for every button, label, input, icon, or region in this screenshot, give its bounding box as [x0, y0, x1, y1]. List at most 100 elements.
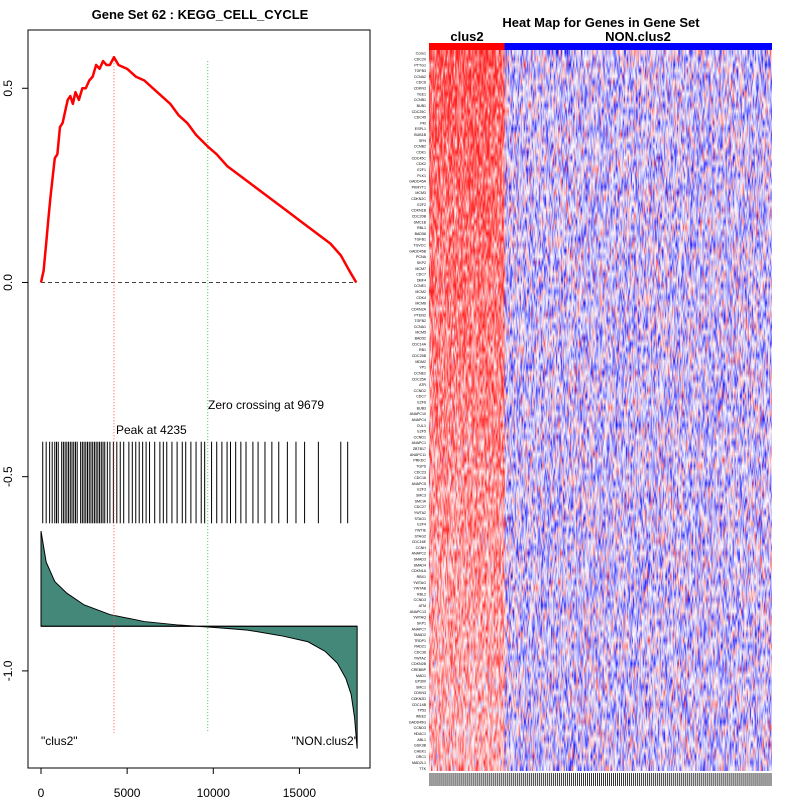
heatmap-row-label: CDC45C	[412, 156, 427, 160]
heatmap-row-label: MCM2	[415, 290, 426, 294]
heatmap-row-label: PLK1	[417, 174, 426, 178]
heatmap-row-label: TTK	[419, 767, 426, 771]
heatmap-row-label: BAD56	[415, 232, 426, 236]
heatmap-row-label: MCM5	[415, 331, 426, 335]
enrichment-plot: Gene Set 62 : KEGG_CELL_CYCLE 0 5000 10000…	[1, 7, 371, 800]
heatmap-row-label: CUL1	[417, 424, 426, 428]
heatmap-row-label: TRDP1	[414, 639, 426, 643]
group-color-bar	[429, 43, 772, 50]
heatmap-row-label: PCNA	[416, 255, 427, 259]
heatmap-row-label: EP300	[415, 680, 426, 684]
heatmap-row-label: STAG2	[414, 534, 426, 538]
heatmap-row-label: TGFB3	[414, 69, 426, 73]
heatmap-row-label: YWTAQ	[413, 616, 426, 620]
heatmap-row-label: ZBTB17	[413, 447, 426, 451]
heatmap-row-label: CCNA2	[414, 75, 426, 79]
heatmap-row-label: E2F3	[417, 488, 426, 492]
heatmap-row-label: GADD45A	[409, 180, 426, 184]
heatmap-row-label: CDC25B	[412, 354, 427, 358]
group-bar-clus2	[429, 43, 505, 50]
heatmap-row-label: SMCIA	[415, 499, 427, 503]
gene-hit-ticks	[42, 441, 349, 524]
heatmap-row-label: CDC45	[414, 116, 426, 120]
heatmap-row-label: CDKN2A	[411, 307, 426, 311]
heatmap-row-label: TGFB1	[414, 238, 426, 242]
heatmap-row-label: CDC14B	[412, 703, 427, 707]
heatmap-row-labels: Ccne1CDC20PTTG1TGFB3CCNA2CDC6CDKN3YEE1CC…	[409, 52, 427, 771]
enrichment-plot-title: Gene Set 62 : KEGG_CELL_CYCLE	[92, 7, 309, 22]
heatmap-panel: Heat Map for Genes in Gene Set clus2 NON…	[409, 15, 772, 786]
heatmap-row-label: CCNA1	[414, 325, 426, 329]
zero-crossing-label: Zero crossing at 9679	[208, 398, 324, 412]
running-es-curve	[39, 55, 358, 284]
heatmap-row-label: E2F5	[417, 430, 426, 434]
heatmap-row-label: PKI	[420, 121, 426, 125]
heatmap-row-label: TGPS	[416, 464, 426, 468]
heatmap-row-label: CDC23	[414, 470, 426, 474]
heatmap-row-label: SMAD3	[414, 558, 426, 562]
heatmap-row-label: YWTAG	[413, 581, 426, 585]
heatmap-row-label: CDKN2C	[411, 197, 426, 201]
heatmap-row-label: ATM	[419, 604, 426, 608]
heatmap-row-label: RB1	[419, 348, 426, 352]
heatmap-row-label: CDK4	[416, 296, 426, 300]
heatmap-row-label: CDC7	[416, 395, 426, 399]
heatmap-row-label: CREBBP	[411, 668, 426, 672]
heatmap-row-label: ANAPC11	[410, 453, 426, 457]
heatmap-row-label: TP53	[417, 709, 426, 713]
heatmap-row-label: GSK3B	[414, 744, 427, 748]
heatmap-row-label: CDC7	[416, 273, 426, 277]
heatmap-row-label: CDC6	[416, 81, 426, 85]
heatmap-row-label: ORC1	[416, 755, 426, 759]
heatmap-row-label: TGVCC	[413, 244, 426, 248]
heatmap-row-label: CDKN2B	[411, 662, 426, 666]
heatmap-row-label: E2F1	[417, 168, 426, 172]
heatmap-row-label: CDC27	[414, 505, 426, 509]
heatmap-row-label: RBX1	[417, 575, 426, 579]
heatmap-row-label: ANAPC10	[410, 412, 426, 416]
x-tick-label: 5000	[114, 786, 141, 800]
heatmap-row-label: Ccne1	[416, 52, 426, 56]
heatmap-row-label: PRKDC	[413, 459, 426, 463]
heatmap-row-label: CDKN2D	[411, 697, 426, 701]
heatmap-row-label: MCM6	[415, 302, 426, 306]
heatmap-row-label: YEE1	[417, 92, 426, 96]
heatmap-row-label: CCNB2	[414, 145, 426, 149]
heatmap-row-label: SKP1	[417, 621, 426, 625]
heatmap-row-label: ABL1	[417, 738, 426, 742]
heatmap-row-label: ANAPC2	[412, 552, 426, 556]
heatmap-row-label: PKMYT1	[412, 185, 426, 189]
heatmap-row-label: ANAPC13	[410, 610, 426, 614]
heatmap-row-label: CDC16	[414, 476, 426, 480]
heatmap-row-label: MAD1	[416, 674, 426, 678]
heatmap-row-label: SMC3	[416, 494, 426, 498]
peak-label: Peak at 4235	[116, 423, 187, 437]
heatmap-row-label: SMC1	[416, 685, 426, 689]
reference-lines	[41, 57, 357, 734]
plot-frame	[27, 29, 371, 769]
heatmap-row-label: SMAD4	[414, 563, 426, 567]
heatmap-row-label: CDC20B	[412, 214, 427, 218]
heatmap-row-label: BUB3	[417, 406, 426, 410]
heatmap-row-label: YWTAB	[413, 587, 426, 591]
heatmap-row-label: ANAPC1	[412, 441, 426, 445]
heatmap-row-label: ANAPC5	[412, 482, 426, 486]
heatmap-row-label: CCND2	[414, 389, 426, 393]
heatmap-row-label: CDK2	[416, 162, 426, 166]
heatmap-row-label: TGFB2	[414, 319, 426, 323]
heatmap-row-label: HDAC1	[414, 732, 426, 736]
heatmap-row-label: ANAPC7	[412, 627, 426, 631]
heatmap-row-label: CDKN1A	[411, 569, 426, 573]
heatmap-column-labels	[429, 773, 772, 786]
heatmap-row-label: SMC1B	[414, 220, 427, 224]
heatmap-row-label: SKP2	[417, 261, 426, 265]
heatmap-row-label: CCND3	[414, 726, 426, 730]
y-tick-label: -1.0	[1, 660, 15, 681]
heatmap-row-label: E2F4	[417, 523, 426, 527]
y-axis: 0.5 0.0 -0.5 -1.0	[1, 80, 28, 681]
heatmap-row-label: WEE2	[416, 715, 426, 719]
x-tick-label: 15000	[283, 786, 317, 800]
heatmap-row-label: DBF4	[417, 278, 426, 282]
left-class-label: "clus2"	[41, 734, 78, 748]
